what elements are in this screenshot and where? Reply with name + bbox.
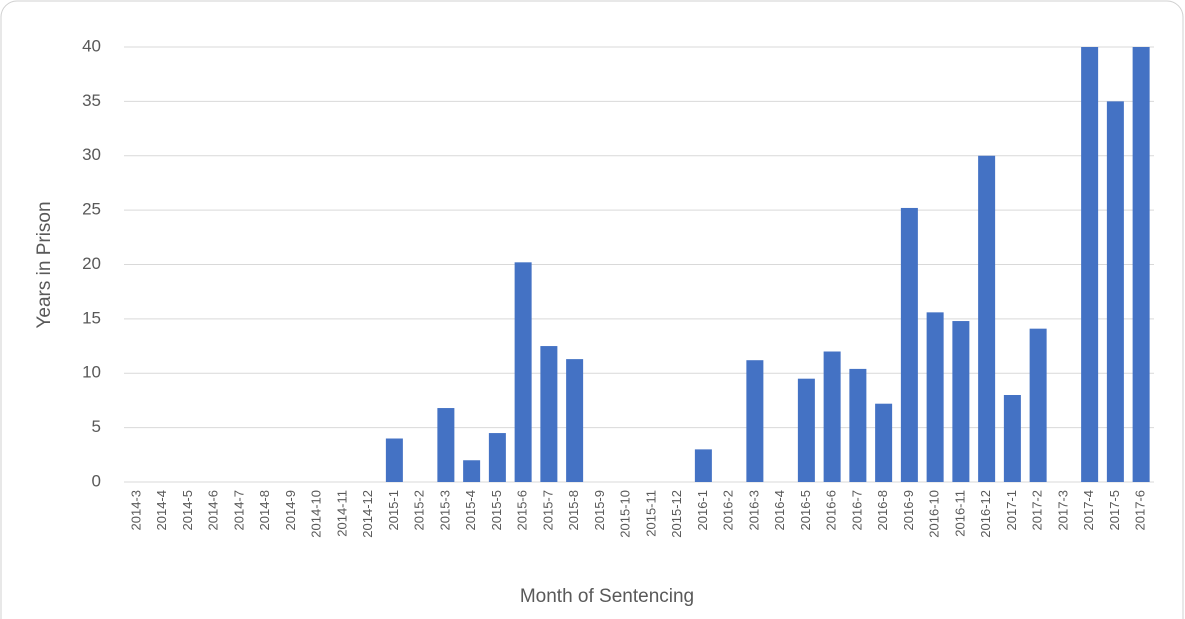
x-tick-label: 2014-9 [283, 490, 298, 530]
x-tick-label: 2016-3 [746, 490, 761, 530]
bar [514, 262, 532, 482]
y-tick-label: 35 [82, 91, 101, 110]
y-tick-label: 20 [82, 254, 101, 273]
bar [823, 351, 841, 482]
y-axis-title: Years in Prison [34, 201, 55, 328]
x-tick-label: 2017-4 [1081, 490, 1096, 530]
x-tick-label: 2017-6 [1133, 490, 1148, 530]
x-tick-label: 2016-11 [952, 490, 967, 537]
x-axis-title: Month of Sentencing [520, 586, 694, 607]
x-tick-label: 2014-4 [154, 490, 169, 530]
x-tick-label: 2016-8 [875, 490, 890, 530]
x-tick-label: 2016-6 [824, 490, 839, 530]
bar [1106, 101, 1124, 482]
x-tick-label: 2015-2 [412, 490, 427, 530]
x-tick-label: 2014-7 [231, 490, 246, 530]
y-tick-label: 10 [82, 363, 101, 382]
x-tick-label: 2017-5 [1107, 490, 1122, 530]
bar [978, 155, 996, 482]
x-tick-label: 2016-9 [901, 490, 916, 530]
x-tick-label: 2014-12 [360, 490, 375, 538]
bar [875, 403, 893, 482]
y-tick-label: 5 [92, 417, 101, 436]
y-tick-label: 25 [82, 200, 101, 219]
bar [566, 359, 584, 482]
x-tick-label: 2017-2 [1030, 490, 1045, 530]
bar [463, 460, 481, 482]
x-tick-label: 2014-10 [309, 490, 324, 538]
x-tick-label: 2015-6 [515, 490, 530, 530]
x-tick-label: 2017-1 [1004, 490, 1019, 530]
x-tick-label: 2016-10 [927, 490, 942, 538]
x-tick-label: 2015-10 [618, 490, 633, 538]
bar [1081, 47, 1099, 482]
y-tick-label: 30 [82, 145, 101, 164]
bar [926, 312, 944, 482]
bar [746, 360, 764, 482]
x-tick-label: 2015-11 [643, 490, 658, 537]
x-tick-label: 2016-4 [772, 490, 787, 530]
x-tick-label: 2014-3 [128, 490, 143, 530]
bar [1003, 395, 1021, 482]
bar [488, 433, 506, 482]
x-tick-label: 2014-5 [180, 490, 195, 530]
bar [900, 207, 918, 482]
x-tick-label: 2015-7 [540, 490, 555, 530]
bar [797, 378, 815, 482]
y-tick-label: 15 [82, 308, 101, 327]
bar [952, 321, 970, 482]
x-tick-label: 2016-5 [798, 490, 813, 530]
x-tick-label: 2015-4 [463, 490, 478, 530]
y-tick-label: 0 [92, 471, 101, 490]
y-tick-label: 40 [82, 36, 101, 55]
x-tick-label: 2016-2 [721, 490, 736, 530]
bar [437, 408, 455, 482]
x-tick-label: 2014-8 [257, 490, 272, 530]
x-tick-label: 2015-5 [489, 490, 504, 530]
x-tick-label: 2014-6 [206, 490, 221, 530]
bar [1029, 328, 1047, 482]
x-tick-label: 2015-8 [566, 490, 581, 530]
x-tick-label: 2015-3 [437, 490, 452, 530]
x-tick-label: 2015-12 [669, 490, 684, 538]
x-tick-label: 2016-12 [978, 490, 993, 538]
bar [540, 346, 558, 482]
x-tick-label: 2014-11 [334, 490, 349, 537]
x-tick-label: 2016-1 [695, 490, 710, 530]
bar [1132, 47, 1150, 482]
x-tick-label: 2016-7 [849, 490, 864, 530]
bar [694, 449, 712, 482]
bar [385, 438, 403, 482]
x-tick-label: 2015-1 [386, 490, 401, 530]
x-tick-label: 2015-9 [592, 490, 607, 530]
x-tick-label: 2017-3 [1055, 490, 1070, 530]
bar [849, 368, 867, 482]
